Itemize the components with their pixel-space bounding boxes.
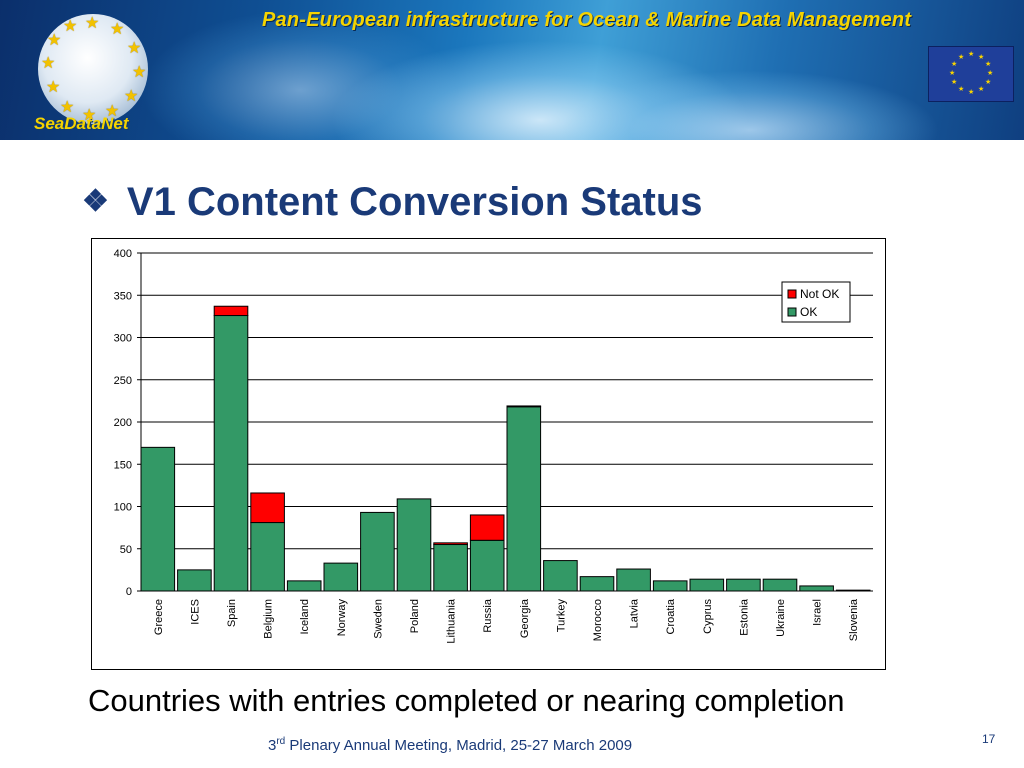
legend-label: Not OK xyxy=(800,287,839,301)
bar-notok-spain xyxy=(213,305,249,317)
bar-ok-ices xyxy=(177,569,212,592)
eu-flag-icon: ★ ★ ★ ★ ★ ★ ★ ★ ★ ★ ★ ★ xyxy=(928,46,1014,102)
bar-ok-sweden xyxy=(360,511,395,592)
x-tick-label: Poland xyxy=(409,599,421,633)
bar-ok-latvia xyxy=(616,568,651,592)
x-tick-label: Cyprus xyxy=(702,599,714,634)
y-tick-label: 250 xyxy=(114,375,132,387)
x-tick-label: Spain xyxy=(226,599,238,627)
bar-ok-morocco xyxy=(579,576,615,592)
bar-ok-greece xyxy=(140,446,176,592)
legend-swatch xyxy=(787,289,797,299)
slide-caption: Countries with entries completed or near… xyxy=(88,683,845,718)
y-tick-label: 100 xyxy=(114,502,132,514)
chart-frame: 0 50 100 150 200 250 300 350 400 Greece ICES Spain B… xyxy=(91,238,886,670)
bar-ok-cyprus xyxy=(689,578,725,592)
y-tick-label: 50 xyxy=(120,544,132,556)
bar-ok-croatia xyxy=(652,580,688,592)
bar-ok-georgia xyxy=(506,406,542,592)
x-tick-label: Lithuania xyxy=(446,598,458,644)
x-tick-label: Greece xyxy=(153,599,165,635)
x-tick-label: Israel xyxy=(812,599,824,626)
footer-sup: rd xyxy=(276,736,286,747)
y-tick-label: 150 xyxy=(114,459,132,471)
y-tick-label: 400 xyxy=(114,248,132,260)
footer-rest: Plenary Annual Meeting, Madrid, 25-27 Ma… xyxy=(285,737,633,754)
banner-title: Pan-European infrastructure for Ocean & … xyxy=(262,9,912,31)
bar-notok-georgia xyxy=(506,405,542,408)
legend-swatch xyxy=(787,307,797,317)
page-number: 17 xyxy=(982,732,996,746)
legend-label: OK xyxy=(800,305,817,319)
footer-prefix: 3 xyxy=(268,737,277,754)
x-tick-label: ICES xyxy=(189,599,201,625)
x-tick-label: Latvia xyxy=(629,598,641,628)
y-tick-label: 0 xyxy=(126,586,132,598)
x-tick-label: Georgia xyxy=(519,598,531,638)
y-tick-label: 300 xyxy=(114,333,132,345)
x-tick-label: Iceland xyxy=(299,599,311,634)
bar-notok-belgium xyxy=(250,492,285,524)
bar-notok-lithuania xyxy=(433,542,468,546)
bar-ok-estonia xyxy=(726,578,761,592)
bar-ok-poland xyxy=(396,498,432,592)
bar-ok-belgium xyxy=(250,522,285,592)
bar-ok-ukraine xyxy=(762,578,798,592)
x-tick-label: Belgium xyxy=(263,599,275,639)
x-tick-label: Morocco xyxy=(592,599,604,641)
seadatanet-logo-icon: ★ ★ ★ ★ ★ ★ ★ ★ ★ ★ ★ ★ xyxy=(38,14,148,124)
bar-ok-israel xyxy=(799,585,834,592)
x-tick-label: Norway xyxy=(336,599,348,637)
header-banner: ★ ★ ★ ★ ★ ★ ★ ★ ★ ★ ★ ★ SeaDataNet Pan-E… xyxy=(0,0,1024,140)
x-tick-label: Russia xyxy=(482,598,494,633)
x-tick-label: Slovenia xyxy=(848,598,860,641)
bar-notok-russia xyxy=(469,514,505,541)
logo-text: SeaDataNet xyxy=(34,114,129,133)
bar-ok-spain xyxy=(213,315,249,592)
bar-ok-lithuania xyxy=(433,544,468,592)
x-tick-label: Estonia xyxy=(738,598,750,636)
bar-ok-iceland xyxy=(286,580,322,592)
bar-ok-norway xyxy=(323,562,359,592)
stacked-bar-chart: 0 50 100 150 200 250 300 350 400 Greece ICES Spain B… xyxy=(114,248,873,644)
x-tick-label: Croatia xyxy=(665,598,677,634)
bar-ok-russia xyxy=(469,539,505,592)
x-tick-label: Ukraine xyxy=(775,599,787,637)
bar-ok-turkey xyxy=(543,560,578,592)
slide-title-text: V1 Content Conversion Status xyxy=(126,180,703,224)
y-tick-label: 350 xyxy=(114,290,132,302)
y-tick-label: 200 xyxy=(114,417,132,429)
footer-text: 3rd Plenary Annual Meeting, Madrid, 25-2… xyxy=(268,736,632,754)
x-tick-label: Sweden xyxy=(372,599,384,639)
x-tick-label: Turkey xyxy=(555,599,567,633)
diamond-bullet-icon: ❖ xyxy=(82,185,109,218)
slide-title: ❖ V1 Content Conversion Status xyxy=(82,180,703,225)
